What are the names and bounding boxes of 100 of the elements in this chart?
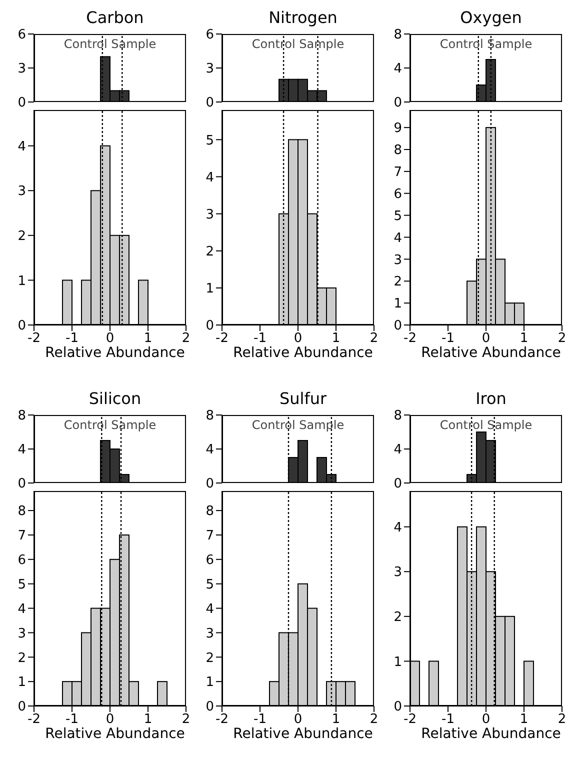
y-tick-label: 0 [394,476,402,492]
x-tick-label: -2 [216,712,228,728]
y-tick-label: 7 [18,528,26,544]
y-tick-label: 0 [394,318,402,334]
x-tick-label: -2 [216,331,228,346]
y-tick-label: 5 [18,577,26,592]
x-axis-title: Relative Abundance [420,726,562,744]
y-tick-label: 8 [18,504,26,520]
y-tick-label: 4 [394,520,402,536]
chart-title: Nitrogen [268,8,338,28]
y-tick-label: 0 [206,96,214,111]
y-tick-label: 8 [394,143,402,158]
y-tick-label: 0 [206,318,214,334]
x-tick-label: 1 [332,331,340,346]
y-tick-label: 8 [18,408,26,424]
y-tick-label: 4 [206,442,214,458]
x-tick-label: -1 [442,331,454,346]
annotation: Control Sample [250,37,346,51]
y-tick-label: 1 [18,274,26,289]
x-tick-label: -1 [66,331,78,346]
x-tick-label: 2 [182,712,190,728]
x-axis-title: Relative Abundance [44,726,186,744]
y-tick-label: 6 [206,28,214,43]
y-tick-label: 0 [18,700,26,715]
y-tick-label: 4 [18,602,26,617]
x-tick-label: -2 [404,331,416,346]
x-tick-label: -1 [66,712,78,728]
y-tick-label: 0 [394,700,402,715]
x-tick-label: 1 [144,712,152,728]
y-tick-label: 7 [394,165,402,180]
y-tick-label: 4 [394,230,402,246]
x-tick-label: 2 [370,712,378,728]
x-tick-label: 0 [482,331,490,346]
annotation: Control Sample [62,418,158,432]
y-tick-label: 4 [394,442,402,458]
y-tick-label: 2 [206,650,214,666]
y-tick-label: 0 [394,96,402,111]
x-tick-label: 0 [294,331,302,346]
y-tick-label: 6 [394,186,402,202]
chart-title: Iron [474,389,508,409]
x-tick-label: 1 [332,712,340,728]
x-tick-label: 0 [106,712,114,728]
x-tick-label: 2 [558,331,566,346]
y-tick-label: 7 [206,528,214,544]
y-tick-label: 3 [18,62,26,77]
y-tick-label: 3 [206,626,214,642]
y-tick-label: 2 [206,244,214,260]
x-tick-label: -2 [28,712,40,728]
y-tick-label: 6 [18,553,26,568]
x-tick-label: 0 [294,712,302,728]
y-tick-label: 1 [18,675,26,690]
y-tick-label: 5 [206,577,214,592]
x-axis-title: Relative Abundance [44,345,186,363]
x-tick-label: -1 [254,712,266,728]
y-tick-label: 0 [206,700,214,715]
x-tick-label: 2 [370,331,378,346]
chart-title: Sulfur [278,389,328,409]
annotation: Control Sample [250,418,346,432]
x-tick-label: -2 [404,712,416,728]
chart-title: Silicon [88,389,142,409]
y-tick-label: 5 [206,133,214,148]
x-tick-label: 2 [182,331,190,346]
y-tick-label: 3 [206,62,214,77]
x-tick-label: -1 [442,712,454,728]
x-axis-title: Relative Abundance [232,345,374,363]
y-tick-label: 6 [206,553,214,568]
x-tick-label: 0 [106,331,114,346]
x-tick-label: -1 [254,331,266,346]
y-tick-label: 2 [394,274,402,290]
chart-title: Oxygen [459,8,523,28]
y-tick-label: 4 [394,62,402,77]
y-tick-label: 0 [18,318,26,334]
x-tick-label: 1 [144,331,152,346]
y-tick-label: 0 [18,476,26,492]
annotation: Control Sample [438,37,534,51]
y-tick-label: 3 [206,207,214,222]
y-tick-label: 5 [394,208,402,224]
y-tick-label: 0 [18,96,26,111]
x-tick-label: 0 [482,712,490,728]
x-tick-label: -2 [28,331,40,346]
chart-title: Carbon [85,8,145,28]
y-tick-label: 8 [394,408,402,424]
y-tick-label: 1 [394,654,402,670]
y-tick-label: 8 [206,408,214,424]
y-tick-label: 4 [18,442,26,458]
y-tick-label: 6 [18,28,26,43]
annotation: Control Sample [438,418,534,432]
annotation: Control Sample [62,37,158,51]
y-tick-label: 3 [18,184,26,200]
y-tick-label: 8 [394,28,402,43]
x-tick-label: 1 [520,712,528,728]
y-tick-label: 8 [206,504,214,520]
y-tick-label: 2 [18,650,26,666]
x-axis-title: Relative Abundance [232,726,374,744]
y-tick-label: 2 [18,229,26,244]
x-tick-label: 1 [520,331,528,346]
y-tick-label: 1 [206,675,214,690]
y-tick-label: 3 [394,252,402,268]
y-tick-label: 1 [394,296,402,312]
y-tick-label: 0 [206,476,214,492]
